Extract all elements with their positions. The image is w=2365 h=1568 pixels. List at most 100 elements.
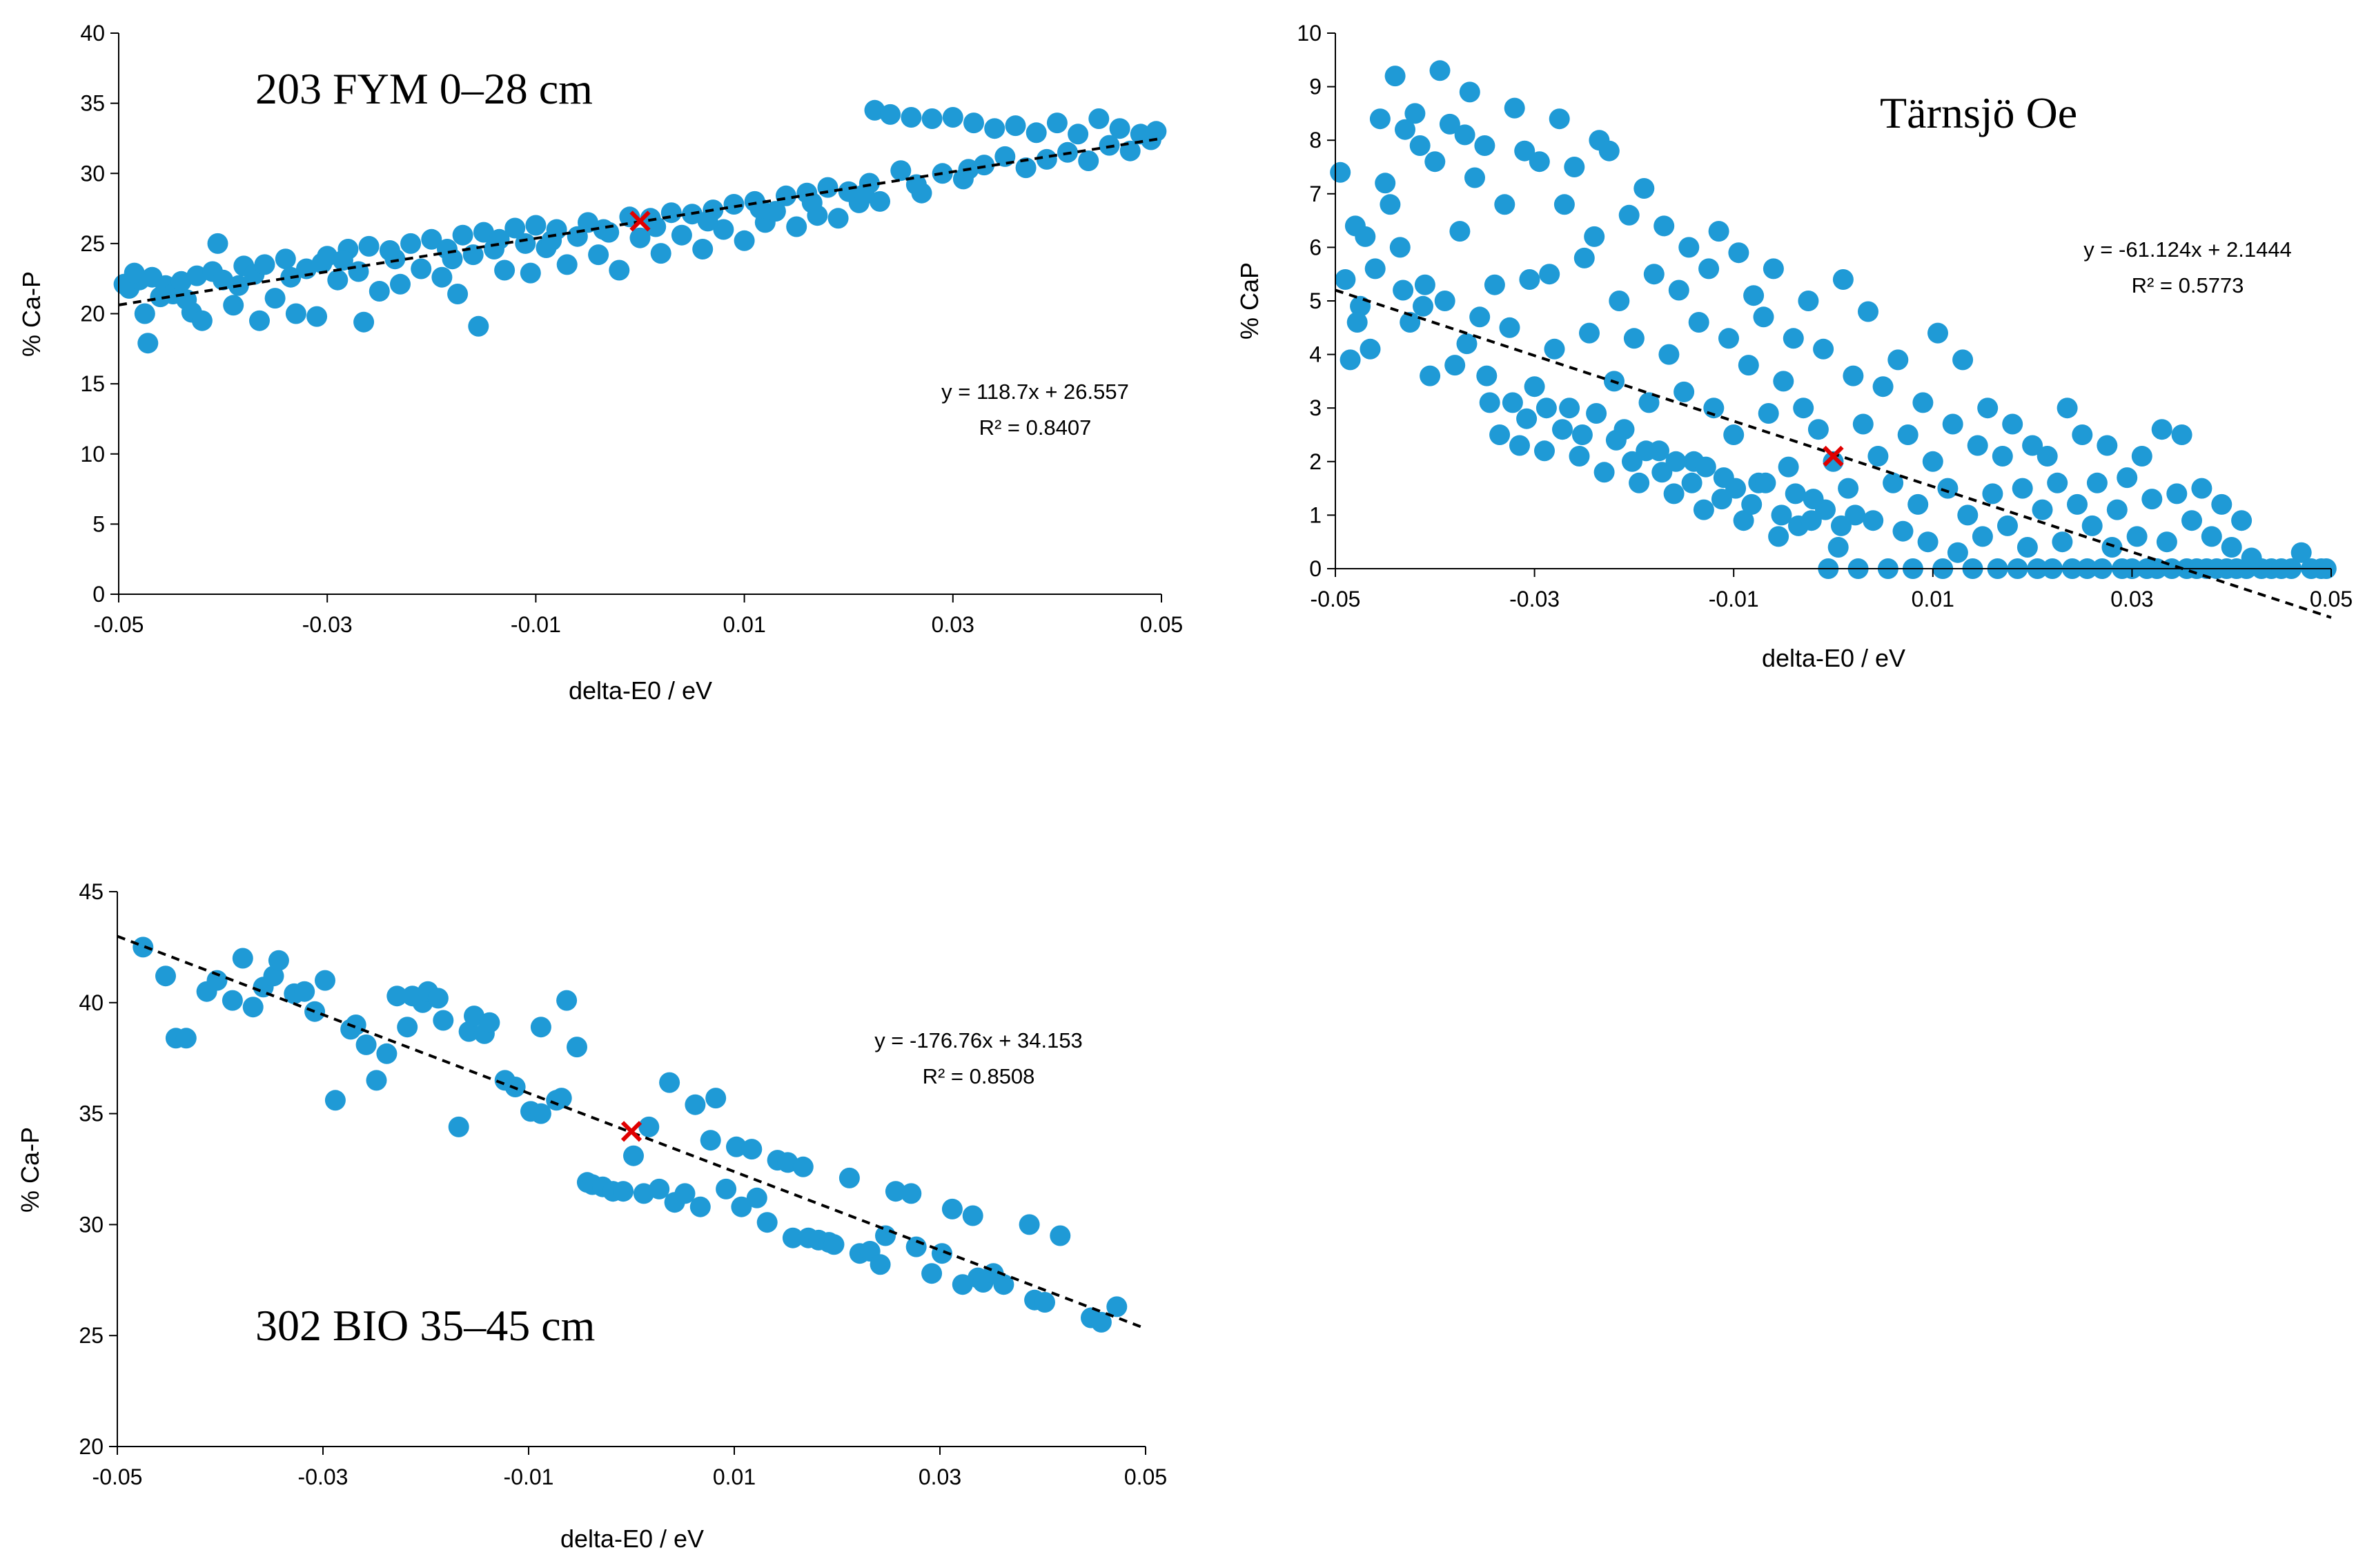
data-point <box>1346 312 1368 333</box>
data-point <box>1469 306 1491 328</box>
data-point <box>901 107 922 128</box>
data-point <box>2057 398 2078 419</box>
data-point <box>1957 504 1979 526</box>
data-point <box>1005 115 1026 137</box>
data-point <box>1335 269 1356 290</box>
data-point <box>689 1196 711 1217</box>
data-point <box>1414 274 1435 295</box>
data-point <box>2117 467 2138 489</box>
data-point <box>1633 178 1655 199</box>
data-point <box>294 981 315 1002</box>
data-point <box>421 228 442 250</box>
data-point <box>963 112 984 134</box>
data-point <box>1845 504 1866 526</box>
data-point <box>1605 429 1627 451</box>
data-point <box>700 1130 721 1151</box>
data-point <box>1529 151 1550 173</box>
data-point <box>2002 413 2023 435</box>
data-point <box>1867 446 1889 467</box>
data-point <box>1571 424 1593 445</box>
x-tick-label: 0.05 <box>2310 587 2353 611</box>
data-point <box>1119 140 1141 161</box>
data-point <box>556 990 578 1011</box>
data-point <box>817 177 838 198</box>
data-point <box>1026 122 1047 144</box>
data-point <box>2072 424 2093 445</box>
data-point <box>1653 215 1675 237</box>
data-point <box>1807 419 1829 440</box>
data-point <box>1852 413 1874 435</box>
chart-302-bio: 302 BIO 35–45 cm 20 25 30 35 40 45 -0.05 -0.03… <box>16 879 1167 1553</box>
data-point <box>1997 515 2018 536</box>
data-point <box>1424 151 1446 173</box>
data-point <box>1638 392 1660 413</box>
data-point <box>838 1167 860 1188</box>
y-tick-label: 9 <box>1309 75 1322 99</box>
data-point <box>473 222 494 243</box>
data-point <box>1733 510 1754 531</box>
data-point <box>1771 504 1792 526</box>
data-point <box>452 224 473 246</box>
data-point <box>1800 510 1822 531</box>
data-point <box>776 185 796 206</box>
data-point <box>1927 322 1948 344</box>
data-point <box>1843 365 1864 386</box>
data-point <box>1464 167 1485 188</box>
data-point <box>974 155 995 176</box>
data-point <box>400 233 422 254</box>
data-point <box>1360 338 1381 360</box>
data-point <box>2022 435 2043 456</box>
data-point <box>464 1006 484 1027</box>
x-tick-label: -0.03 <box>302 612 353 637</box>
data-point <box>1552 419 1573 440</box>
data-point <box>2166 483 2188 504</box>
chart-tarnsjo-oe: Tärnsjö Oe 0 1 2 3 4 5 6 7 8 9 10 -0.05 -0.03 -0.01 0… <box>1235 21 2353 672</box>
x-tick-label: -0.01 <box>511 612 561 637</box>
data-point <box>1573 247 1595 268</box>
data-point <box>1663 483 1685 504</box>
data-point <box>2171 424 2192 445</box>
data-point <box>1778 456 1799 478</box>
data-point <box>734 230 755 251</box>
data-point <box>1454 124 1475 146</box>
x-tick-label: 0.05 <box>1124 1464 1167 1489</box>
data-point <box>993 1274 1014 1295</box>
data-point <box>2067 493 2088 515</box>
data-point <box>1474 135 1495 156</box>
data-point <box>1708 221 1729 242</box>
data-point <box>358 235 380 257</box>
x-tick-label: 0.03 <box>2110 587 2153 611</box>
r-squared-label: R² = 0.8508 <box>923 1064 1035 1088</box>
data-point <box>386 986 408 1007</box>
data-point <box>880 104 901 125</box>
data-point <box>1449 221 1471 242</box>
data-point <box>1947 542 1968 563</box>
marker-stroke <box>1823 445 1844 467</box>
data-point <box>2290 542 2312 563</box>
data-point <box>713 219 734 240</box>
data-point <box>2037 446 2058 467</box>
y-tick-label: 0 <box>92 582 105 607</box>
data-point <box>213 269 234 291</box>
data-point <box>1499 317 1520 338</box>
y-tick-label: 30 <box>79 1212 104 1237</box>
data-point <box>249 310 270 331</box>
data-point <box>1584 226 1605 247</box>
data-point <box>2086 472 2108 493</box>
data-point <box>1768 526 1789 547</box>
data-point <box>2012 478 2033 499</box>
data-point <box>263 966 284 987</box>
y-tick-label: 3 <box>1309 395 1322 420</box>
y-axis-ticks: 0 5 10 15 20 25 30 35 40 <box>80 21 119 607</box>
data-point <box>2097 435 2118 456</box>
data-point <box>332 250 353 271</box>
x-tick-label: -0.03 <box>298 1464 349 1489</box>
y-tick-label: 45 <box>79 879 104 904</box>
data-point <box>1534 440 1555 462</box>
data-point <box>1725 478 1747 499</box>
y-axis-label: % Ca-P <box>17 271 46 357</box>
data-point <box>1593 462 1615 483</box>
data-point <box>1922 451 1943 472</box>
data-point <box>175 1028 197 1049</box>
data-point <box>1549 108 1570 130</box>
